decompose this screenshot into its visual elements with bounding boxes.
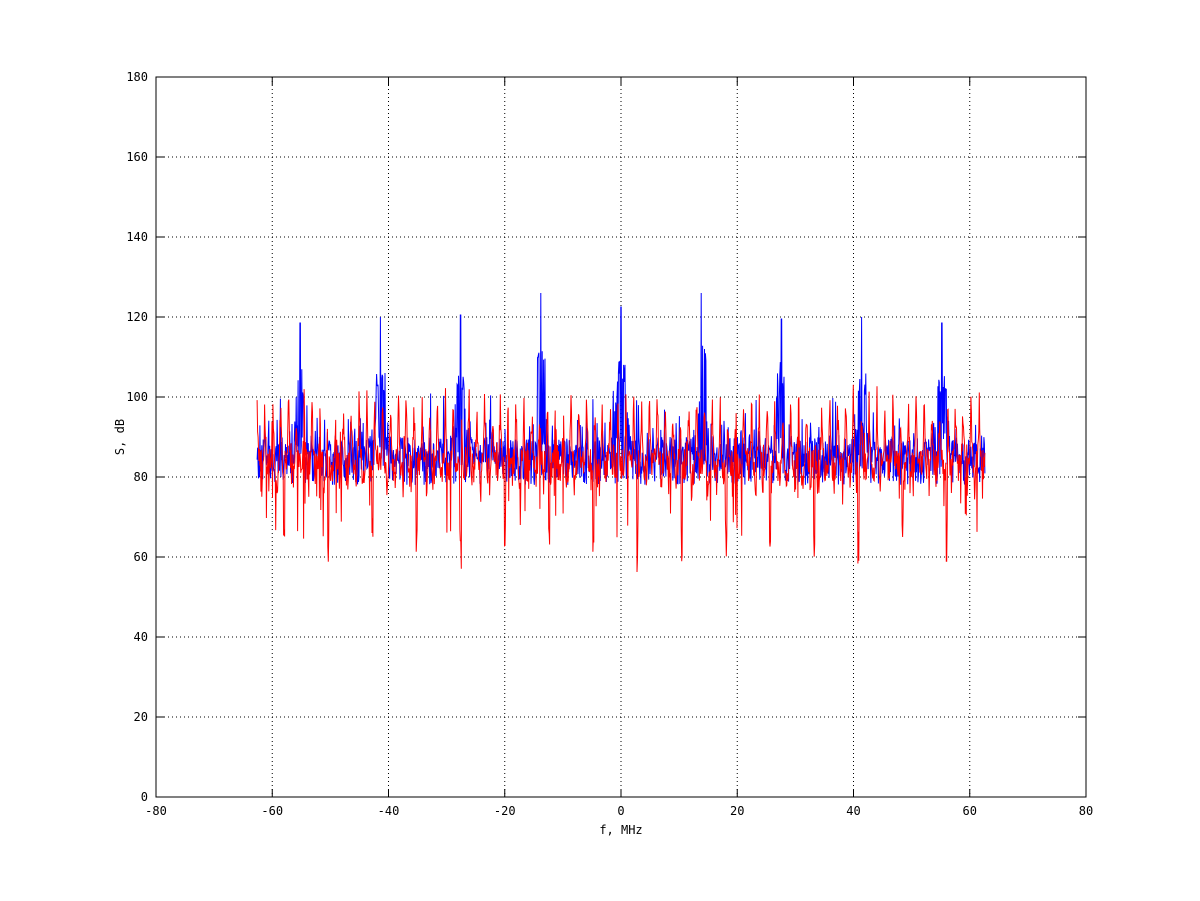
axis-layer — [155, 76, 1087, 798]
series-red-trace — [256, 384, 986, 573]
x-tick-label: -60 — [261, 804, 283, 818]
series-blue-trace — [256, 292, 986, 486]
x-tick-label: 60 — [963, 804, 977, 818]
x-tick-label: 0 — [617, 804, 624, 818]
y-tick-label: 80 — [134, 470, 148, 484]
y-tick-label: 160 — [126, 150, 148, 164]
y-tick-label: 120 — [126, 310, 148, 324]
x-tick-label: -80 — [145, 804, 167, 818]
x-tick-label: 80 — [1079, 804, 1093, 818]
y-tick-label: 40 — [134, 630, 148, 644]
x-tick-label: -20 — [494, 804, 516, 818]
y-tick-label: 0 — [141, 790, 148, 804]
y-tick-label: 100 — [126, 390, 148, 404]
x-axis-label: f, MHz — [599, 823, 642, 837]
y-tick-label: 60 — [134, 550, 148, 564]
y-tick-label: 20 — [134, 710, 148, 724]
y-tick-label: 140 — [126, 230, 148, 244]
x-tick-label: 40 — [846, 804, 860, 818]
x-tick-label: -40 — [378, 804, 400, 818]
series-layer — [256, 292, 986, 573]
y-tick-label: 180 — [126, 70, 148, 84]
y-axis-label: S, dB — [113, 419, 127, 455]
x-tick-label: 20 — [730, 804, 744, 818]
tick-label-layer: -80 -60 -40 -20 0 20 40 60 80 0 20 40 60 80 100 120 140 1… — [126, 70, 1093, 818]
